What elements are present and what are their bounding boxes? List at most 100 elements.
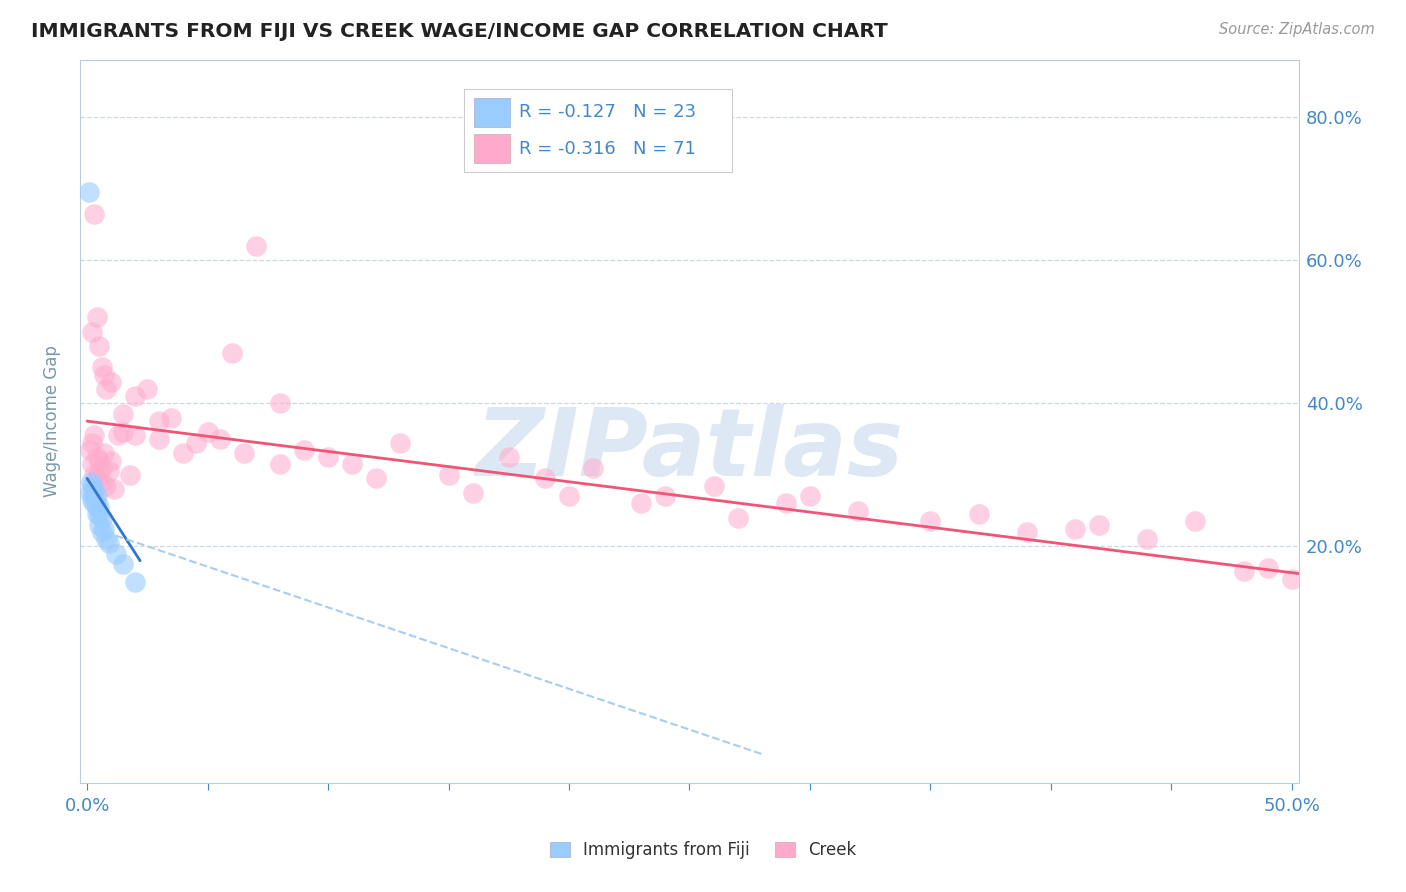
Point [90, 475, 112, 489]
Point [197, 425, 219, 439]
Point [269, 396, 291, 410]
Point [172, 446, 194, 460]
Point [184, 435, 207, 450]
Point [160, 410, 183, 425]
Point [292, 442, 315, 457]
Point [93, 368, 115, 382]
Point [461, 485, 484, 500]
Point [89, 507, 111, 521]
Point [86, 450, 108, 464]
Point [654, 489, 676, 503]
Point [1233, 565, 1256, 579]
Point [96, 382, 118, 396]
Point [727, 510, 749, 524]
Point [124, 389, 146, 403]
Point [86, 310, 108, 325]
Point [136, 382, 159, 396]
Point [1015, 525, 1038, 540]
Point [80, 475, 103, 489]
Point [86, 500, 108, 514]
Point [96, 478, 118, 492]
Point [208, 432, 231, 446]
Point [366, 471, 388, 485]
Point [100, 375, 122, 389]
Point [93, 522, 115, 536]
Point [1184, 514, 1206, 528]
Point [83, 428, 105, 442]
Point [920, 514, 942, 528]
Point [82, 485, 104, 500]
Point [232, 446, 254, 460]
Point [1064, 522, 1087, 536]
Point [1281, 572, 1303, 586]
Point [83, 467, 105, 482]
Point [799, 489, 821, 503]
Point [103, 482, 125, 496]
Point [89, 518, 111, 533]
Y-axis label: Wage/Income Gap: Wage/Income Gap [44, 345, 60, 497]
Point [534, 471, 557, 485]
Point [100, 453, 122, 467]
Point [93, 446, 115, 460]
Point [112, 425, 135, 439]
Text: Source: ZipAtlas.com: Source: ZipAtlas.com [1219, 22, 1375, 37]
Point [80, 478, 103, 492]
Point [89, 339, 111, 353]
Point [80, 325, 103, 339]
Point [90, 460, 112, 475]
Point [112, 407, 135, 421]
Point [83, 496, 105, 510]
Legend: Immigrants from Fiji, Creek: Immigrants from Fiji, Creek [543, 835, 863, 866]
Point [80, 435, 103, 450]
Point [79, 485, 101, 500]
Point [437, 467, 460, 482]
Point [148, 414, 170, 428]
Point [86, 489, 108, 503]
Point [124, 428, 146, 442]
FancyBboxPatch shape [464, 88, 733, 171]
Point [90, 510, 112, 524]
Point [148, 432, 170, 446]
Point [124, 575, 146, 590]
Bar [474, 98, 510, 127]
Point [846, 503, 869, 517]
Point [105, 547, 128, 561]
Point [112, 558, 135, 572]
Point [1088, 518, 1111, 533]
Point [89, 500, 111, 514]
Point [269, 457, 291, 471]
Point [80, 457, 103, 471]
Bar [474, 134, 510, 163]
Point [86, 471, 108, 485]
Point [1136, 533, 1159, 547]
Point [389, 435, 412, 450]
Point [703, 478, 725, 492]
Point [80, 492, 103, 507]
Point [120, 467, 142, 482]
Point [107, 428, 129, 442]
Point [77, 185, 100, 199]
Point [90, 525, 112, 540]
Point [967, 507, 990, 521]
Point [97, 536, 120, 550]
Point [1257, 561, 1279, 575]
Point [83, 482, 105, 496]
Point [775, 496, 797, 510]
Point [630, 496, 652, 510]
Text: R = -0.316   N = 71: R = -0.316 N = 71 [519, 139, 696, 158]
Text: IMMIGRANTS FROM FIJI VS CREEK WAGE/INCOME GAP CORRELATION CHART: IMMIGRANTS FROM FIJI VS CREEK WAGE/INCOM… [31, 22, 887, 41]
Point [97, 464, 120, 478]
Point [84, 492, 107, 507]
Point [83, 206, 105, 220]
Point [340, 457, 363, 471]
Text: ZIPatlas: ZIPatlas [475, 404, 904, 496]
Text: R = -0.127   N = 23: R = -0.127 N = 23 [519, 103, 696, 121]
Point [86, 507, 108, 521]
Point [221, 346, 243, 360]
Point [582, 460, 605, 475]
Point [558, 489, 581, 503]
Point [245, 238, 267, 252]
Point [96, 533, 118, 547]
Point [90, 360, 112, 375]
Point [316, 450, 339, 464]
